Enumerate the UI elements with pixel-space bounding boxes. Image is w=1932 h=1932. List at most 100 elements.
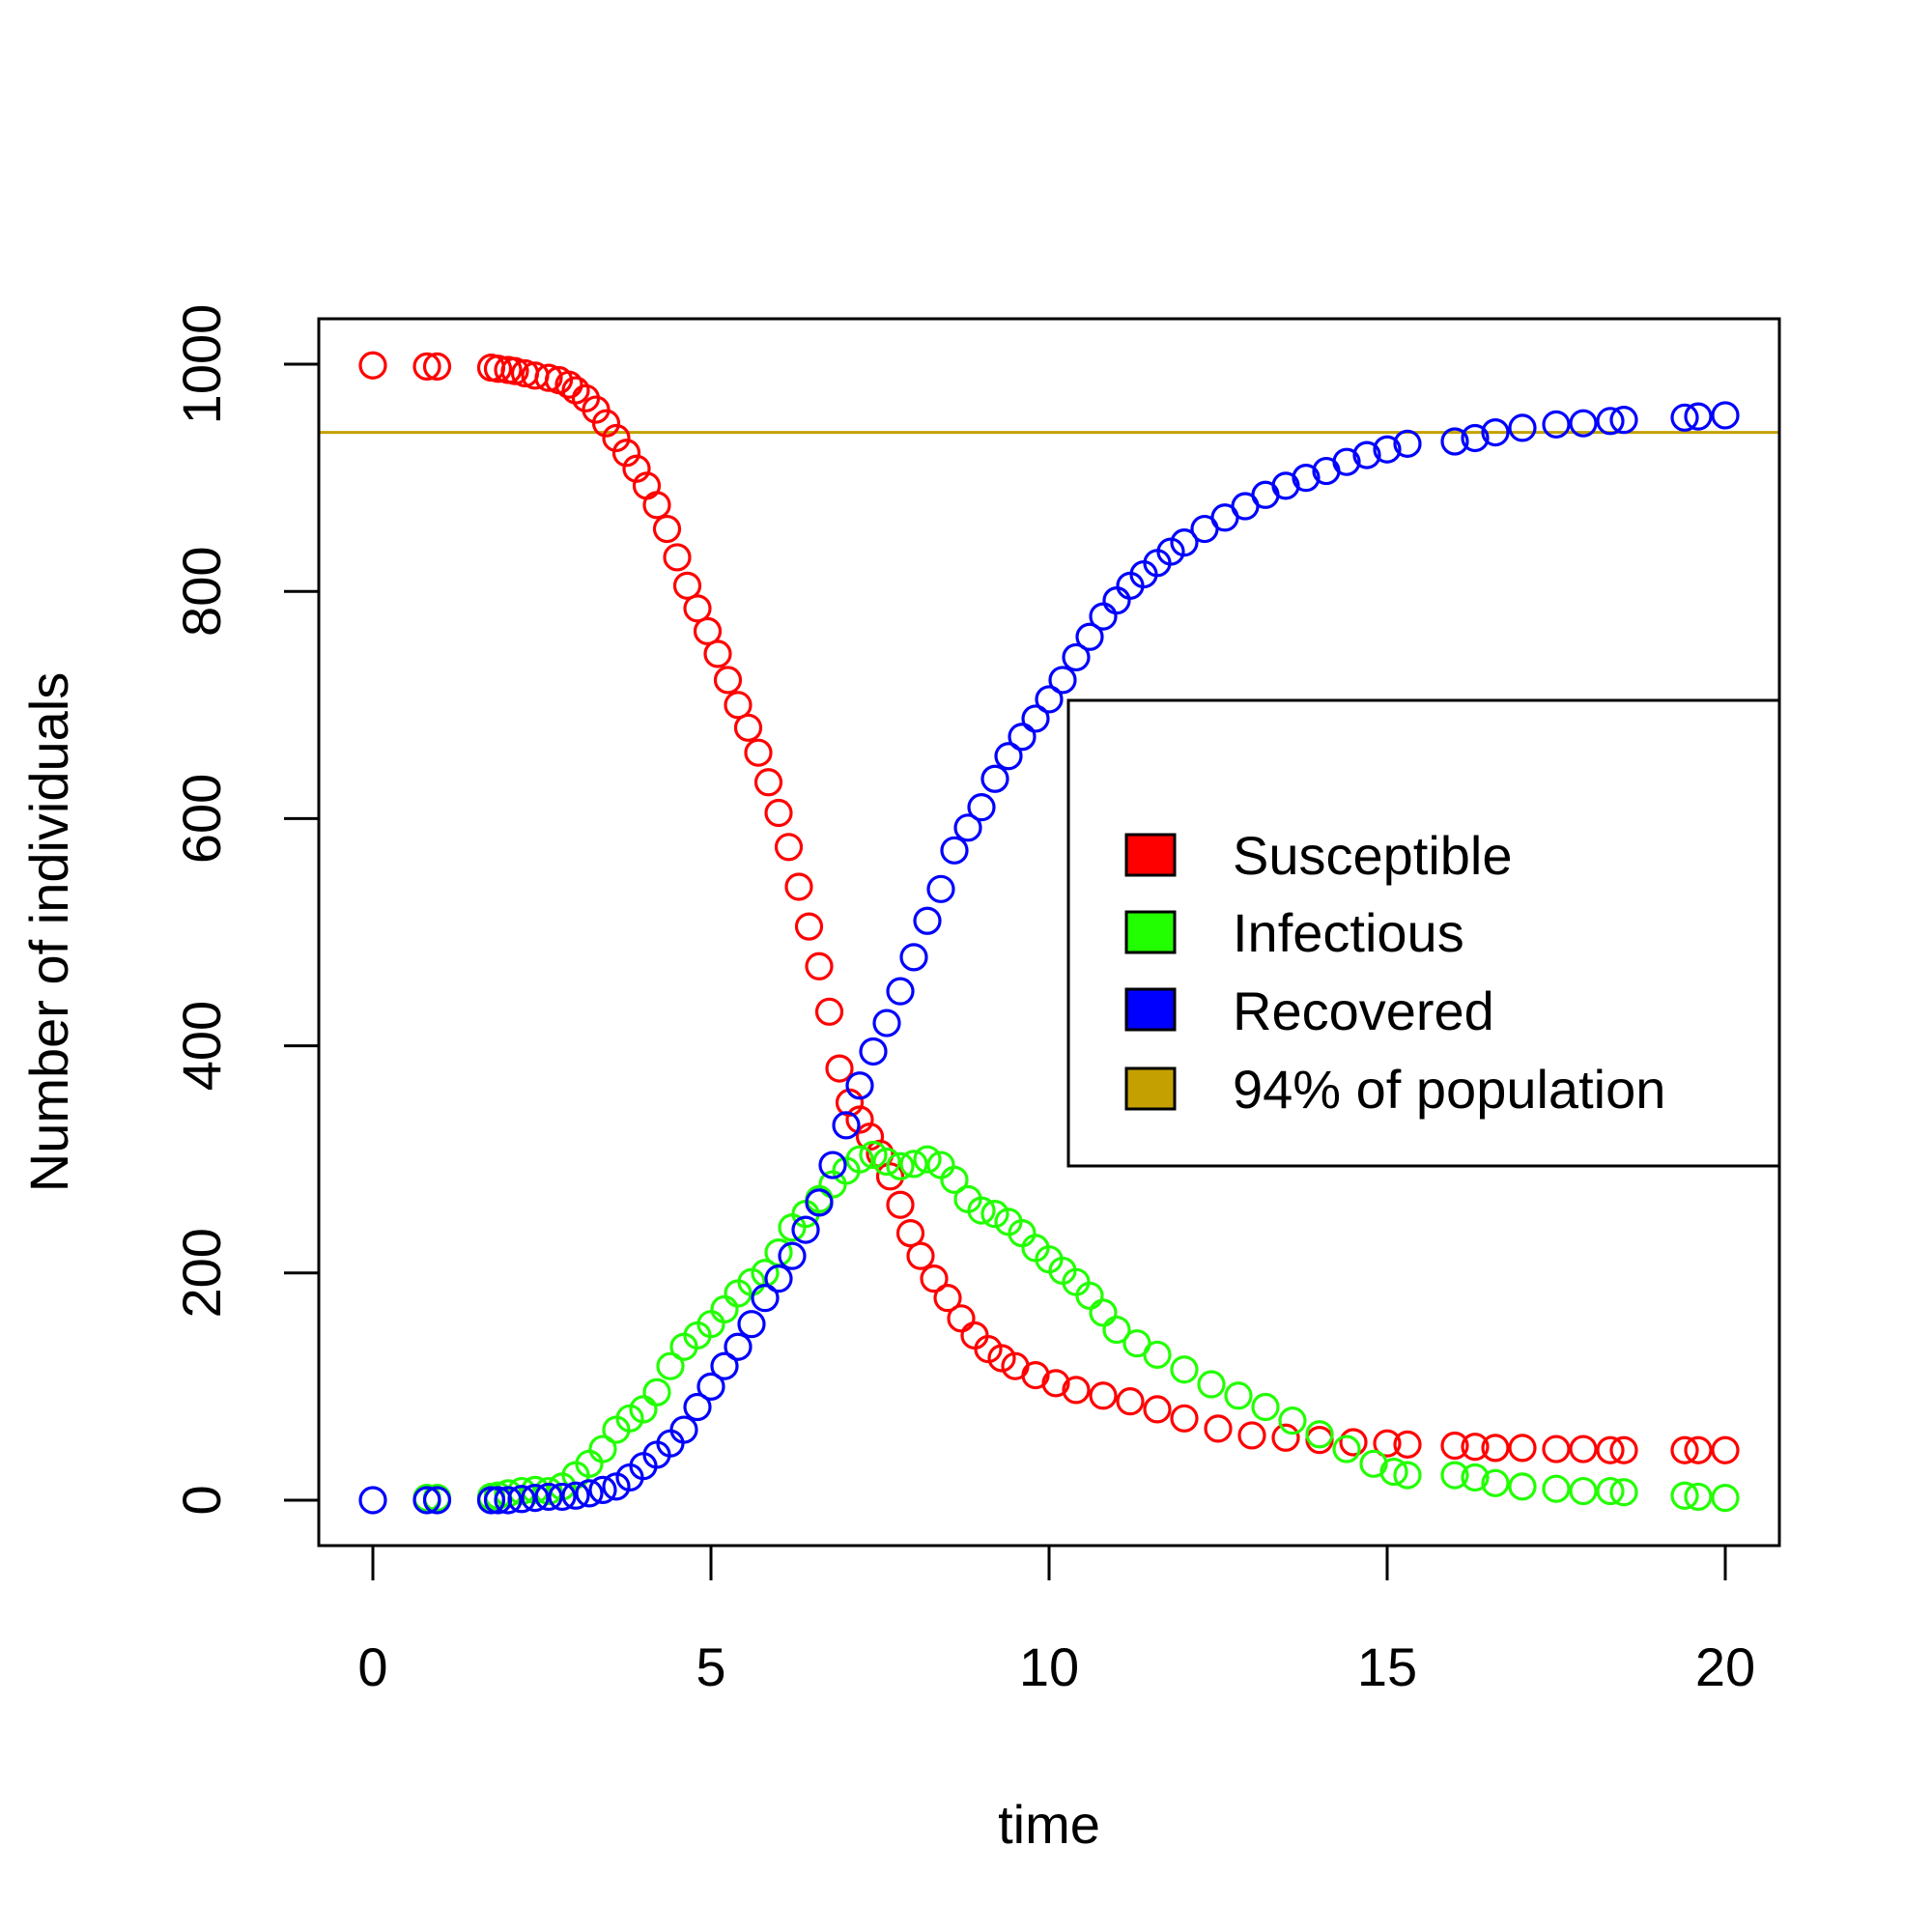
point-infectious [1075,1281,1104,1310]
x-tick-label: 20 [1695,1636,1755,1697]
point-recovered [494,1486,523,1515]
point-susceptible [1508,1434,1537,1463]
y-axis-title: Number of individuals [18,672,79,1192]
point-recovered [859,1037,888,1066]
point-susceptible [825,1054,854,1083]
point-susceptible [1041,1369,1070,1398]
point-infectious [629,1395,658,1424]
point-infectious [859,1140,888,1170]
point-recovered [1393,429,1422,458]
point-infectious [1569,1476,1598,1506]
point-susceptible [663,543,692,572]
point-recovered [1089,602,1118,631]
point-recovered [899,943,928,972]
point-recovered [724,1332,753,1361]
point-susceptible [774,833,804,862]
point-susceptible [1684,1435,1713,1464]
point-recovered [588,1475,617,1504]
point-recovered [1711,401,1740,430]
point-infectious [1143,1340,1172,1370]
point-recovered [1542,410,1571,439]
point-infectious [1609,1478,1638,1507]
point-infectious [710,1294,739,1324]
point-infectious [1461,1463,1490,1492]
legend-label-94pct: 94% of population [1233,1059,1665,1120]
point-recovered [1684,402,1713,431]
point-infectious [980,1200,1009,1229]
point-infectious [1197,1370,1226,1399]
point-recovered [886,977,915,1006]
point-recovered [1075,622,1104,651]
point-recovered [1508,413,1537,442]
point-infectious [899,1150,928,1179]
point-susceptible [672,571,702,600]
point-susceptible [895,1219,925,1248]
point-susceptible [1596,1435,1625,1464]
point-recovered [967,793,996,822]
point-recovered [805,1188,834,1217]
point-infectious [1684,1482,1713,1512]
point-infectious [1481,1468,1510,1497]
x-tick-label: 0 [357,1636,387,1697]
point-susceptible [591,409,621,438]
legend-box [1066,698,1781,1168]
point-recovered [737,1310,766,1339]
point-infectious [642,1378,671,1406]
point-susceptible [1440,1431,1469,1461]
point-susceptible [784,872,813,901]
point-recovered [710,1351,739,1380]
point-recovered [778,1241,807,1270]
y-axis: 0 200 400 600 800 1000 [171,304,321,1516]
point-infectious [1508,1472,1537,1501]
legend-swatch-infectious [1124,910,1177,954]
legend-label-susceptible: Susceptible [1233,825,1513,886]
point-recovered [1670,403,1699,432]
point-infectious [1170,1355,1199,1384]
point-susceptible [960,1321,989,1350]
point-susceptible [1481,1434,1510,1463]
y-tick-label: 200 [171,1228,232,1318]
point-recovered [1461,423,1490,453]
legend: Susceptible Infectious Recovered 94% of … [1066,698,1781,1168]
point-infectious [967,1196,996,1225]
point-susceptible [920,1264,949,1293]
point-infectious [588,1435,617,1463]
point-susceptible [987,1344,1016,1373]
point-susceptible [933,1284,962,1313]
point-infectious [1278,1406,1307,1435]
point-recovered [1062,642,1091,672]
point-susceptible [611,439,641,468]
point-infectious [1102,1315,1131,1345]
point-susceptible [886,1190,915,1219]
point-susceptible [1089,1381,1118,1410]
point-infectious [872,1147,901,1177]
point-recovered [791,1215,820,1244]
point-infectious [1596,1476,1625,1506]
legend-item-susceptible: Susceptible [1124,825,1513,886]
x-axis-title: time [998,1794,1100,1855]
point-recovered [422,1486,452,1515]
point-recovered [696,1372,725,1401]
point-recovered [669,1415,698,1444]
point-susceptible [534,363,563,392]
point-susceptible [1373,1429,1402,1458]
point-susceptible [693,616,723,645]
point-infectious [1440,1461,1469,1490]
point-infectious [1224,1381,1253,1410]
point-susceptible [1170,1404,1199,1433]
point-susceptible [1204,1414,1233,1443]
point-susceptible [1305,1426,1334,1455]
point-susceptible [422,352,452,381]
point-susceptible [500,356,529,385]
point-susceptible [554,370,583,399]
y-tick-label: 0 [171,1485,232,1515]
point-susceptible [947,1304,976,1333]
point-susceptible [1062,1376,1091,1405]
point-recovered [1021,704,1050,733]
point-recovered [980,764,1009,793]
point-infectious [1393,1461,1422,1490]
point-susceptible [683,594,712,623]
point-susceptible [753,768,783,797]
point-susceptible [1670,1435,1699,1464]
point-infectious [913,1145,942,1174]
